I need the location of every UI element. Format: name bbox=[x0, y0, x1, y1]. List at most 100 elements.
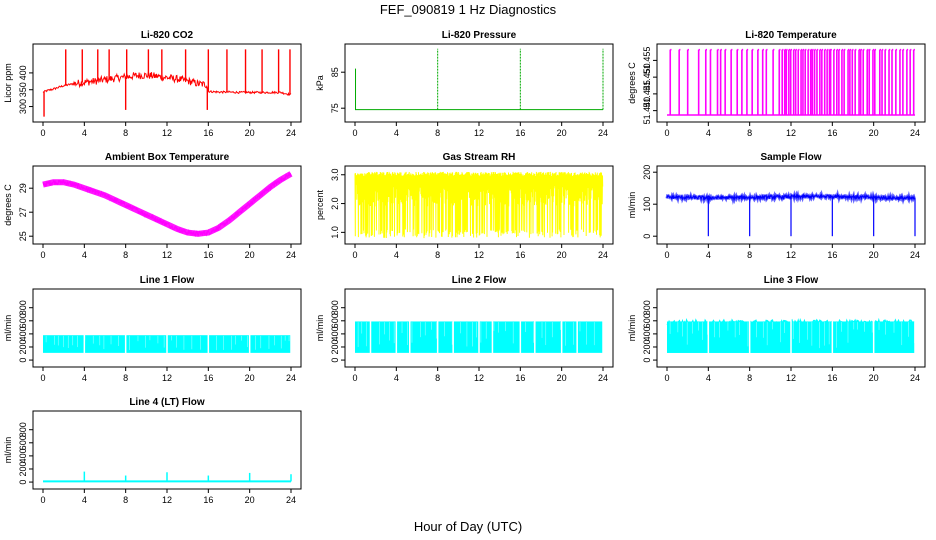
y-tick-label: 600 bbox=[330, 313, 340, 328]
y-axis-label: degrees C bbox=[3, 184, 13, 226]
x-tick-label: 16 bbox=[515, 128, 525, 138]
x-tick-label: 20 bbox=[245, 250, 255, 260]
x-tick-label: 20 bbox=[245, 128, 255, 138]
x-tick-label: 24 bbox=[286, 250, 296, 260]
x-tick-label: 16 bbox=[827, 373, 837, 383]
y-tick-label: 0 bbox=[330, 358, 340, 363]
x-tick-label: 4 bbox=[394, 373, 399, 383]
y-tick-label: 200 bbox=[18, 461, 28, 476]
x-tick-label: 8 bbox=[747, 250, 752, 260]
plot-frame bbox=[344, 43, 614, 123]
chart-panel: Sample Flow 0 4 8 12 16 20 24 0 100 200 ml/min bbox=[627, 152, 926, 260]
y-axis-label: degrees C bbox=[627, 62, 637, 104]
x-tick-label: 12 bbox=[162, 373, 172, 383]
x-tick-label: 16 bbox=[827, 128, 837, 138]
y-tick-label: 3.0 bbox=[330, 169, 340, 182]
x-tick-label: 16 bbox=[203, 250, 213, 260]
x-tick-label: 16 bbox=[515, 373, 525, 383]
y-axis-label: ml/min bbox=[3, 315, 13, 342]
y-tick-label: 2.0 bbox=[330, 197, 340, 210]
figure-title: FEF_090819 1 Hz Diagnostics bbox=[380, 2, 557, 17]
series-line bbox=[354, 171, 604, 239]
chart-panel: Line 4 (LT) Flow 0 4 8 12 16 20 24 0 200400600800… bbox=[3, 397, 302, 505]
x-tick-label: 4 bbox=[394, 128, 399, 138]
x-tick-label: 0 bbox=[664, 250, 669, 260]
x-tick-label: 8 bbox=[747, 128, 752, 138]
x-tick-label: 20 bbox=[869, 250, 879, 260]
x-tick-label: 20 bbox=[245, 495, 255, 505]
chart-panel: Ambient Box Temperature 0 4 8 12 16 20 24 25 27 29… bbox=[3, 152, 302, 260]
x-tick-label: 12 bbox=[474, 250, 484, 260]
y-axis-label: ml/min bbox=[627, 315, 637, 342]
x-tick-label: 8 bbox=[123, 495, 128, 505]
x-tick-label: 4 bbox=[82, 250, 87, 260]
x-tick-label: 20 bbox=[557, 128, 567, 138]
y-axis-label: Licor ppm bbox=[3, 63, 13, 103]
plot-area bbox=[666, 317, 916, 355]
x-tick-label: 24 bbox=[598, 128, 608, 138]
panel-title: Line 2 Flow bbox=[452, 275, 507, 286]
x-tick-label: 12 bbox=[474, 128, 484, 138]
x-tick-label: 8 bbox=[123, 250, 128, 260]
y-tick-label: 600 bbox=[18, 435, 28, 450]
x-tick-label: 12 bbox=[786, 128, 796, 138]
y-tick-label: 300 bbox=[18, 99, 28, 114]
x-tick-label: 20 bbox=[245, 373, 255, 383]
y-tick-label: 600 bbox=[642, 313, 652, 328]
x-tick-label: 16 bbox=[203, 128, 213, 138]
plot-area bbox=[355, 320, 604, 355]
chart-panel: Li-820 Pressure 0 4 8 12 16 20 24 75 85 kPa bbox=[315, 30, 614, 138]
chart-panel: Li-820 CO2 0 4 8 12 16 20 24 300 350 400 Licor ppm bbox=[3, 30, 302, 138]
plot-area bbox=[667, 48, 915, 116]
x-tick-label: 12 bbox=[162, 495, 172, 505]
x-tick-label: 24 bbox=[286, 495, 296, 505]
y-tick-label: 800 bbox=[18, 300, 28, 315]
chart-panel: Li-820 Temperature 0 4 8 12 16 20 24 51.44051.44… bbox=[627, 30, 926, 138]
x-tick-label: 12 bbox=[474, 373, 484, 383]
x-tick-label: 8 bbox=[435, 250, 440, 260]
x-tick-label: 12 bbox=[162, 128, 172, 138]
figure-xlabel: Hour of Day (UTC) bbox=[414, 519, 522, 534]
y-tick-label: 400 bbox=[330, 326, 340, 341]
y-tick-label: 51.440 bbox=[642, 97, 652, 125]
panel-title: Gas Stream RH bbox=[443, 152, 516, 163]
x-tick-label: 24 bbox=[286, 128, 296, 138]
x-tick-label: 0 bbox=[40, 373, 45, 383]
plot-area bbox=[42, 171, 293, 238]
x-tick-label: 20 bbox=[869, 373, 879, 383]
x-tick-label: 24 bbox=[910, 128, 920, 138]
x-tick-label: 20 bbox=[557, 250, 567, 260]
y-tick-label: 100 bbox=[642, 197, 652, 212]
x-tick-label: 8 bbox=[123, 373, 128, 383]
x-tick-label: 0 bbox=[664, 128, 669, 138]
y-tick-label: 25 bbox=[18, 231, 28, 241]
x-tick-label: 0 bbox=[352, 250, 357, 260]
x-tick-label: 20 bbox=[869, 128, 879, 138]
plot-frame bbox=[32, 43, 302, 123]
y-tick-label: 800 bbox=[642, 300, 652, 315]
y-tick-label: 27 bbox=[18, 207, 28, 217]
x-tick-label: 8 bbox=[747, 373, 752, 383]
x-tick-label: 4 bbox=[82, 495, 87, 505]
x-tick-label: 20 bbox=[557, 373, 567, 383]
y-tick-label: 200 bbox=[642, 165, 652, 180]
y-tick-label: 0 bbox=[18, 480, 28, 485]
y-tick-label: 75 bbox=[330, 103, 340, 113]
series-line bbox=[42, 72, 292, 97]
x-tick-label: 0 bbox=[40, 250, 45, 260]
x-tick-label: 0 bbox=[40, 495, 45, 505]
x-tick-label: 0 bbox=[352, 128, 357, 138]
x-tick-label: 24 bbox=[286, 373, 296, 383]
plot-area bbox=[42, 49, 292, 117]
y-tick-label: 400 bbox=[18, 65, 28, 80]
panel-title: Line 3 Flow bbox=[764, 275, 819, 286]
y-tick-label: 600 bbox=[18, 313, 28, 328]
x-tick-label: 0 bbox=[40, 128, 45, 138]
x-tick-label: 12 bbox=[786, 250, 796, 260]
plot-area bbox=[355, 48, 604, 111]
y-tick-label: 0 bbox=[18, 358, 28, 363]
